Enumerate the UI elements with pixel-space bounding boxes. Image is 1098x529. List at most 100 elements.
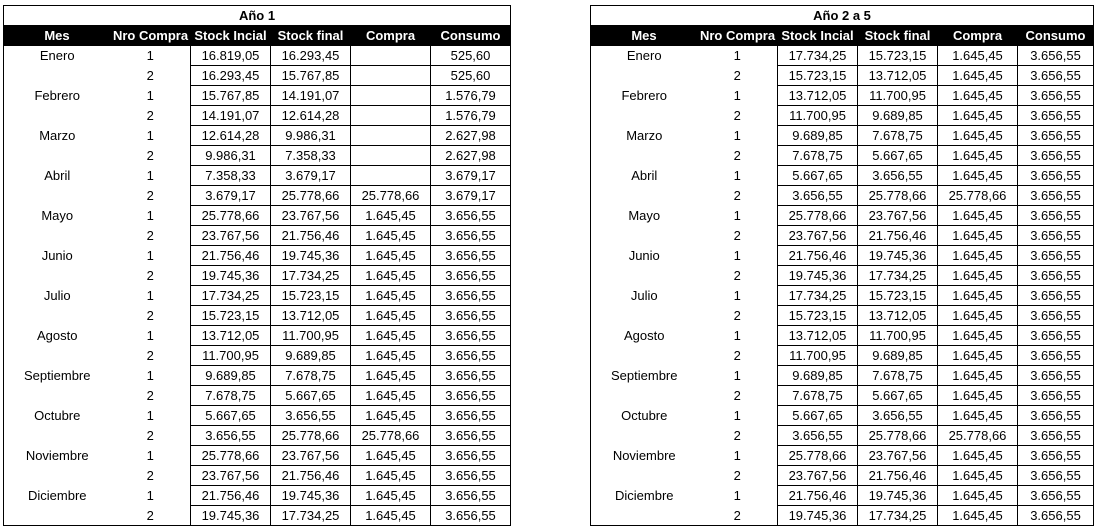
value-cell: 16.819,05 xyxy=(190,45,271,66)
value-cell: 3.656,55 xyxy=(430,245,511,266)
column-header: Nro Compra xyxy=(697,25,778,46)
month-cell xyxy=(3,185,111,206)
value-cell: 7.678,75 xyxy=(857,365,938,386)
value-cell: 25.778,66 xyxy=(270,425,351,446)
value-cell: 3.656,55 xyxy=(1016,65,1095,86)
column-header: Consumo xyxy=(430,25,511,46)
month-cell: Julio xyxy=(590,285,698,306)
empty-cell xyxy=(350,165,431,186)
value-cell: 3.656,55 xyxy=(430,445,511,466)
data-row: Agosto 1 13.712,05 11.700,95 1.645,45 3.656,5… xyxy=(3,325,511,346)
data-row: Mayo 1 25.778,66 23.767,56 1.645,45 3.656,55 xyxy=(590,205,1095,226)
purchase-number: 1 xyxy=(146,208,154,223)
month-cell: Febrero xyxy=(590,85,698,106)
value-cell: 17.734,25 xyxy=(777,285,858,306)
month-cell: Enero xyxy=(590,45,698,66)
value-cell: 19.745,36 xyxy=(270,485,351,506)
purchase-number: 2 xyxy=(733,348,741,363)
value-cell: 3.656,55 xyxy=(1016,165,1095,186)
value-cell: 25.778,66 xyxy=(350,425,431,446)
month-cell: Mayo xyxy=(590,205,698,226)
purchase-number: 2 xyxy=(733,68,741,83)
data-row: 2 3.679,17 25.778,66 25.778,66 3.679,17 xyxy=(3,185,511,206)
value-cell: 19.745,36 xyxy=(190,265,271,286)
value-cell: 21.756,46 xyxy=(190,245,271,266)
value-cell: 19.745,36 xyxy=(270,245,351,266)
purchase-number: 2 xyxy=(146,108,154,123)
value-cell: 1.645,45 xyxy=(350,385,431,406)
purchase-number: 1 xyxy=(146,168,154,183)
month-cell xyxy=(3,225,111,246)
purchase-number: 1 xyxy=(733,128,741,143)
data-table: Año 2 a 5 Mes Nro Compra Stock Incial Stock … xyxy=(589,5,1095,526)
value-cell: 9.689,85 xyxy=(857,105,938,126)
purchase-number: 1 xyxy=(146,368,154,383)
purchase-number: 1 xyxy=(146,88,154,103)
month-cell xyxy=(590,465,698,486)
value-cell: 23.767,56 xyxy=(190,225,271,246)
purchase-number: 2 xyxy=(146,428,154,443)
value-cell: 3.679,17 xyxy=(270,165,351,186)
month-cell xyxy=(590,65,698,86)
value-cell: 15.723,15 xyxy=(270,285,351,306)
month-cell xyxy=(590,385,698,406)
month-cell: Abril xyxy=(590,165,698,186)
purchase-number: 2 xyxy=(146,228,154,243)
value-cell: 3.656,55 xyxy=(1016,285,1095,306)
value-cell: 14.191,07 xyxy=(190,105,271,126)
value-cell: 1.645,45 xyxy=(937,265,1018,286)
value-cell: 9.689,85 xyxy=(777,365,858,386)
value-cell: 5.667,65 xyxy=(857,385,938,406)
value-cell: 19.745,36 xyxy=(777,505,858,526)
value-cell: 1.645,45 xyxy=(937,465,1018,486)
data-row: 2 16.293,45 15.767,85 525,60 xyxy=(3,65,511,86)
value-cell: 1.645,45 xyxy=(350,265,431,286)
data-row: Junio 1 21.756,46 19.745,36 1.645,45 3.656,55 xyxy=(3,245,511,266)
data-row: Abril 1 7.358,33 3.679,17 3.679,17 xyxy=(3,165,511,186)
value-cell: 3.656,55 xyxy=(1016,425,1095,446)
value-cell: 25.778,66 xyxy=(937,425,1018,446)
month-cell: Agosto xyxy=(590,325,698,346)
value-cell: 3.656,55 xyxy=(1016,265,1095,286)
data-row: Febrero 1 15.767,85 14.191,07 1.576,79 xyxy=(3,85,511,106)
purchase-number: 2 xyxy=(733,428,741,443)
value-cell: 1.645,45 xyxy=(937,245,1018,266)
value-cell: 1.645,45 xyxy=(937,205,1018,226)
value-cell: 3.656,55 xyxy=(1016,385,1095,406)
month-cell: Octubre xyxy=(590,405,698,426)
value-cell: 1.645,45 xyxy=(937,285,1018,306)
value-cell: 1.645,45 xyxy=(937,145,1018,166)
purchase-number: 2 xyxy=(146,507,154,523)
month-cell xyxy=(590,425,698,446)
month-cell xyxy=(3,385,111,406)
month-cell: Mayo xyxy=(3,205,111,226)
purchase-number: 1 xyxy=(733,168,741,183)
value-cell: 23.767,56 xyxy=(270,445,351,466)
month-cell: Noviembre xyxy=(3,445,111,466)
purchase-number: 1 xyxy=(146,248,154,263)
value-cell: 16.293,45 xyxy=(190,65,271,86)
header-row: Mes Nro Compra Stock Incial Stock final Comp… xyxy=(590,25,1095,46)
month-cell xyxy=(590,185,698,206)
value-cell: 25.778,66 xyxy=(270,185,351,206)
value-cell: 3.656,55 xyxy=(190,425,271,446)
month-cell xyxy=(590,505,698,526)
value-cell: 3.656,55 xyxy=(430,305,511,326)
value-cell: 3.679,17 xyxy=(430,165,511,186)
value-cell: 1.645,45 xyxy=(350,325,431,346)
data-row: Octubre 1 5.667,65 3.656,55 1.645,45 3.656,55 xyxy=(3,405,511,426)
value-cell: 3.656,55 xyxy=(430,465,511,486)
value-cell: 21.756,46 xyxy=(777,245,858,266)
value-cell: 1.645,45 xyxy=(937,125,1018,146)
value-cell: 1.645,45 xyxy=(937,225,1018,246)
month-cell xyxy=(3,425,111,446)
purchase-number: 2 xyxy=(733,228,741,243)
value-cell: 3.656,55 xyxy=(1016,365,1095,386)
table-title: Año 2 a 5 xyxy=(589,5,1095,26)
value-cell: 21.756,46 xyxy=(857,465,938,486)
empty-cell xyxy=(350,65,431,86)
value-cell: 9.689,85 xyxy=(190,365,271,386)
value-cell: 17.734,25 xyxy=(777,45,858,66)
column-header: Mes xyxy=(590,25,698,46)
value-cell: 13.712,05 xyxy=(777,325,858,346)
